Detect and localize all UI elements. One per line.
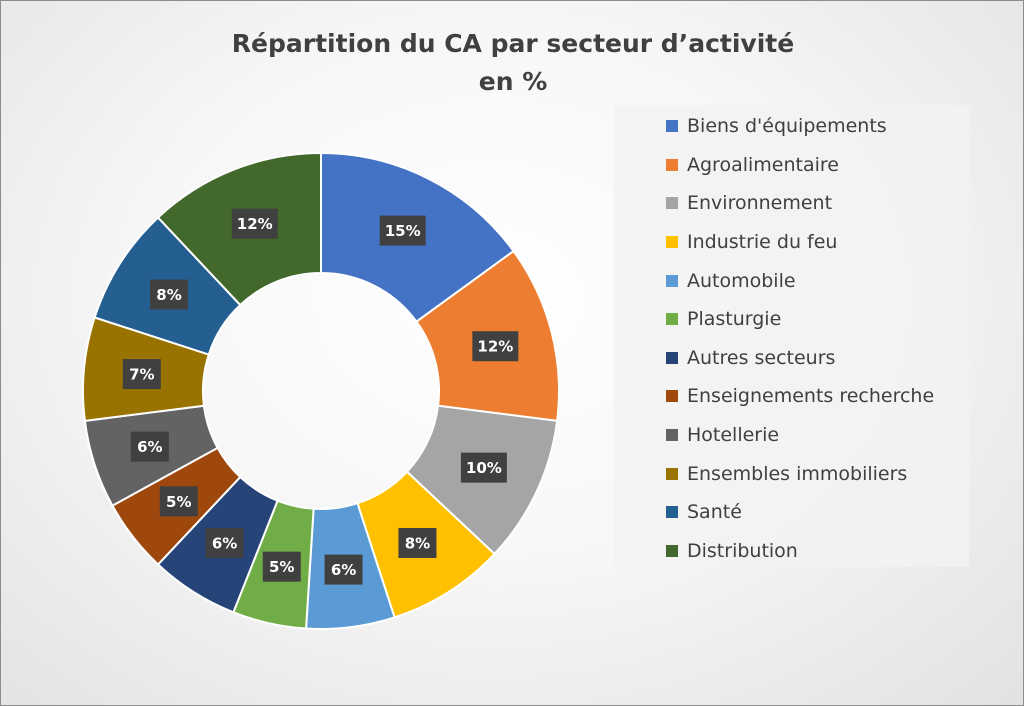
data-label-box xyxy=(122,359,161,390)
legend-label: Agroalimentaire xyxy=(687,153,839,176)
chart-title: Répartition du CA par secteur d’activité… xyxy=(161,25,865,101)
legend-label: Enseignements recherche xyxy=(687,385,935,408)
legend-item: Santé xyxy=(614,493,969,532)
legend-swatch xyxy=(666,236,678,249)
legend-label: Distribution xyxy=(687,539,798,562)
data-label-box xyxy=(159,486,198,517)
legend-label: Ensembles immobiliers xyxy=(687,462,908,485)
data-label-box xyxy=(130,431,169,462)
slice-data-label: 5% xyxy=(262,551,301,582)
slice-data-label: 10% xyxy=(460,452,507,483)
data-label-box xyxy=(324,554,363,585)
data-label-box xyxy=(205,527,244,558)
legend-swatch xyxy=(666,351,678,364)
legend-label: Plasturgie xyxy=(687,308,782,331)
legend-swatch xyxy=(666,158,678,171)
legend-label: Automobile xyxy=(687,269,796,292)
chart-title-line-1: Répartition du CA par secteur d’activité xyxy=(231,29,795,58)
legend-item: Industrie du feu xyxy=(614,223,969,262)
data-label-text: 5% xyxy=(166,493,191,511)
legend-item: Environnement xyxy=(614,184,969,223)
data-label-text: 6% xyxy=(331,561,356,579)
slice-data-label: 5% xyxy=(159,486,198,517)
legend-swatch xyxy=(666,544,678,557)
data-label-box xyxy=(231,208,278,239)
legend-item: Plasturgie xyxy=(614,300,969,339)
legend-item: Hotellerie xyxy=(614,416,969,455)
data-label-text: 8% xyxy=(156,286,181,304)
slice-data-label: 6% xyxy=(205,527,244,558)
data-label-text: 6% xyxy=(212,534,237,552)
legend-swatch xyxy=(666,506,678,519)
legend-label: Autres secteurs xyxy=(687,346,836,369)
data-label-text: 12% xyxy=(477,338,513,356)
legend-label: Hotellerie xyxy=(687,424,780,447)
legend-swatch xyxy=(666,120,678,133)
data-label-box xyxy=(262,551,301,582)
legend-swatch xyxy=(666,197,678,210)
legend-swatch xyxy=(666,390,678,403)
data-label-text: 8% xyxy=(405,534,430,552)
chart-legend: Biens d'équipements Agroalimentaire Enviro… xyxy=(614,105,969,567)
legend-item: Distribution xyxy=(614,532,969,571)
slice-data-label: 6% xyxy=(130,431,169,462)
data-label-box xyxy=(472,331,519,362)
data-label-box xyxy=(398,527,437,558)
legend-item: Automobile xyxy=(614,261,969,300)
legend-item: Agroalimentaire xyxy=(614,146,969,185)
legend-swatch xyxy=(666,467,678,480)
data-label-text: 6% xyxy=(137,438,162,456)
legend-label: Industrie du feu xyxy=(687,231,838,254)
legend-item: Biens d'équipements xyxy=(614,107,969,146)
slice-data-label: 8% xyxy=(150,279,189,310)
legend-label: Environnement xyxy=(687,192,833,215)
legend-label: Biens d'équipements xyxy=(687,115,887,138)
data-label-text: 7% xyxy=(129,366,154,384)
slice-data-label: 7% xyxy=(122,359,161,390)
data-label-text: 5% xyxy=(269,558,294,576)
chart-title-line-2: en % xyxy=(478,67,548,96)
legend-swatch xyxy=(666,429,678,442)
legend-label: Santé xyxy=(687,501,742,524)
data-label-box xyxy=(460,452,507,483)
data-label-box xyxy=(379,215,426,246)
legend-swatch xyxy=(666,313,678,326)
slice-data-label: 12% xyxy=(472,331,519,362)
data-label-text: 15% xyxy=(385,222,421,240)
legend-item: Enseignements recherche xyxy=(614,377,969,416)
legend-swatch xyxy=(666,274,678,287)
data-label-box xyxy=(150,279,189,310)
slice-data-label: 6% xyxy=(324,554,363,585)
data-label-text: 12% xyxy=(237,215,273,233)
slice-data-label: 8% xyxy=(398,527,437,558)
data-label-text: 10% xyxy=(466,459,502,477)
slice-data-label: 15% xyxy=(379,215,426,246)
legend-item: Autres secteurs xyxy=(614,339,969,378)
slice-data-label: 12% xyxy=(231,208,278,239)
legend-item: Ensembles immobiliers xyxy=(614,454,969,493)
